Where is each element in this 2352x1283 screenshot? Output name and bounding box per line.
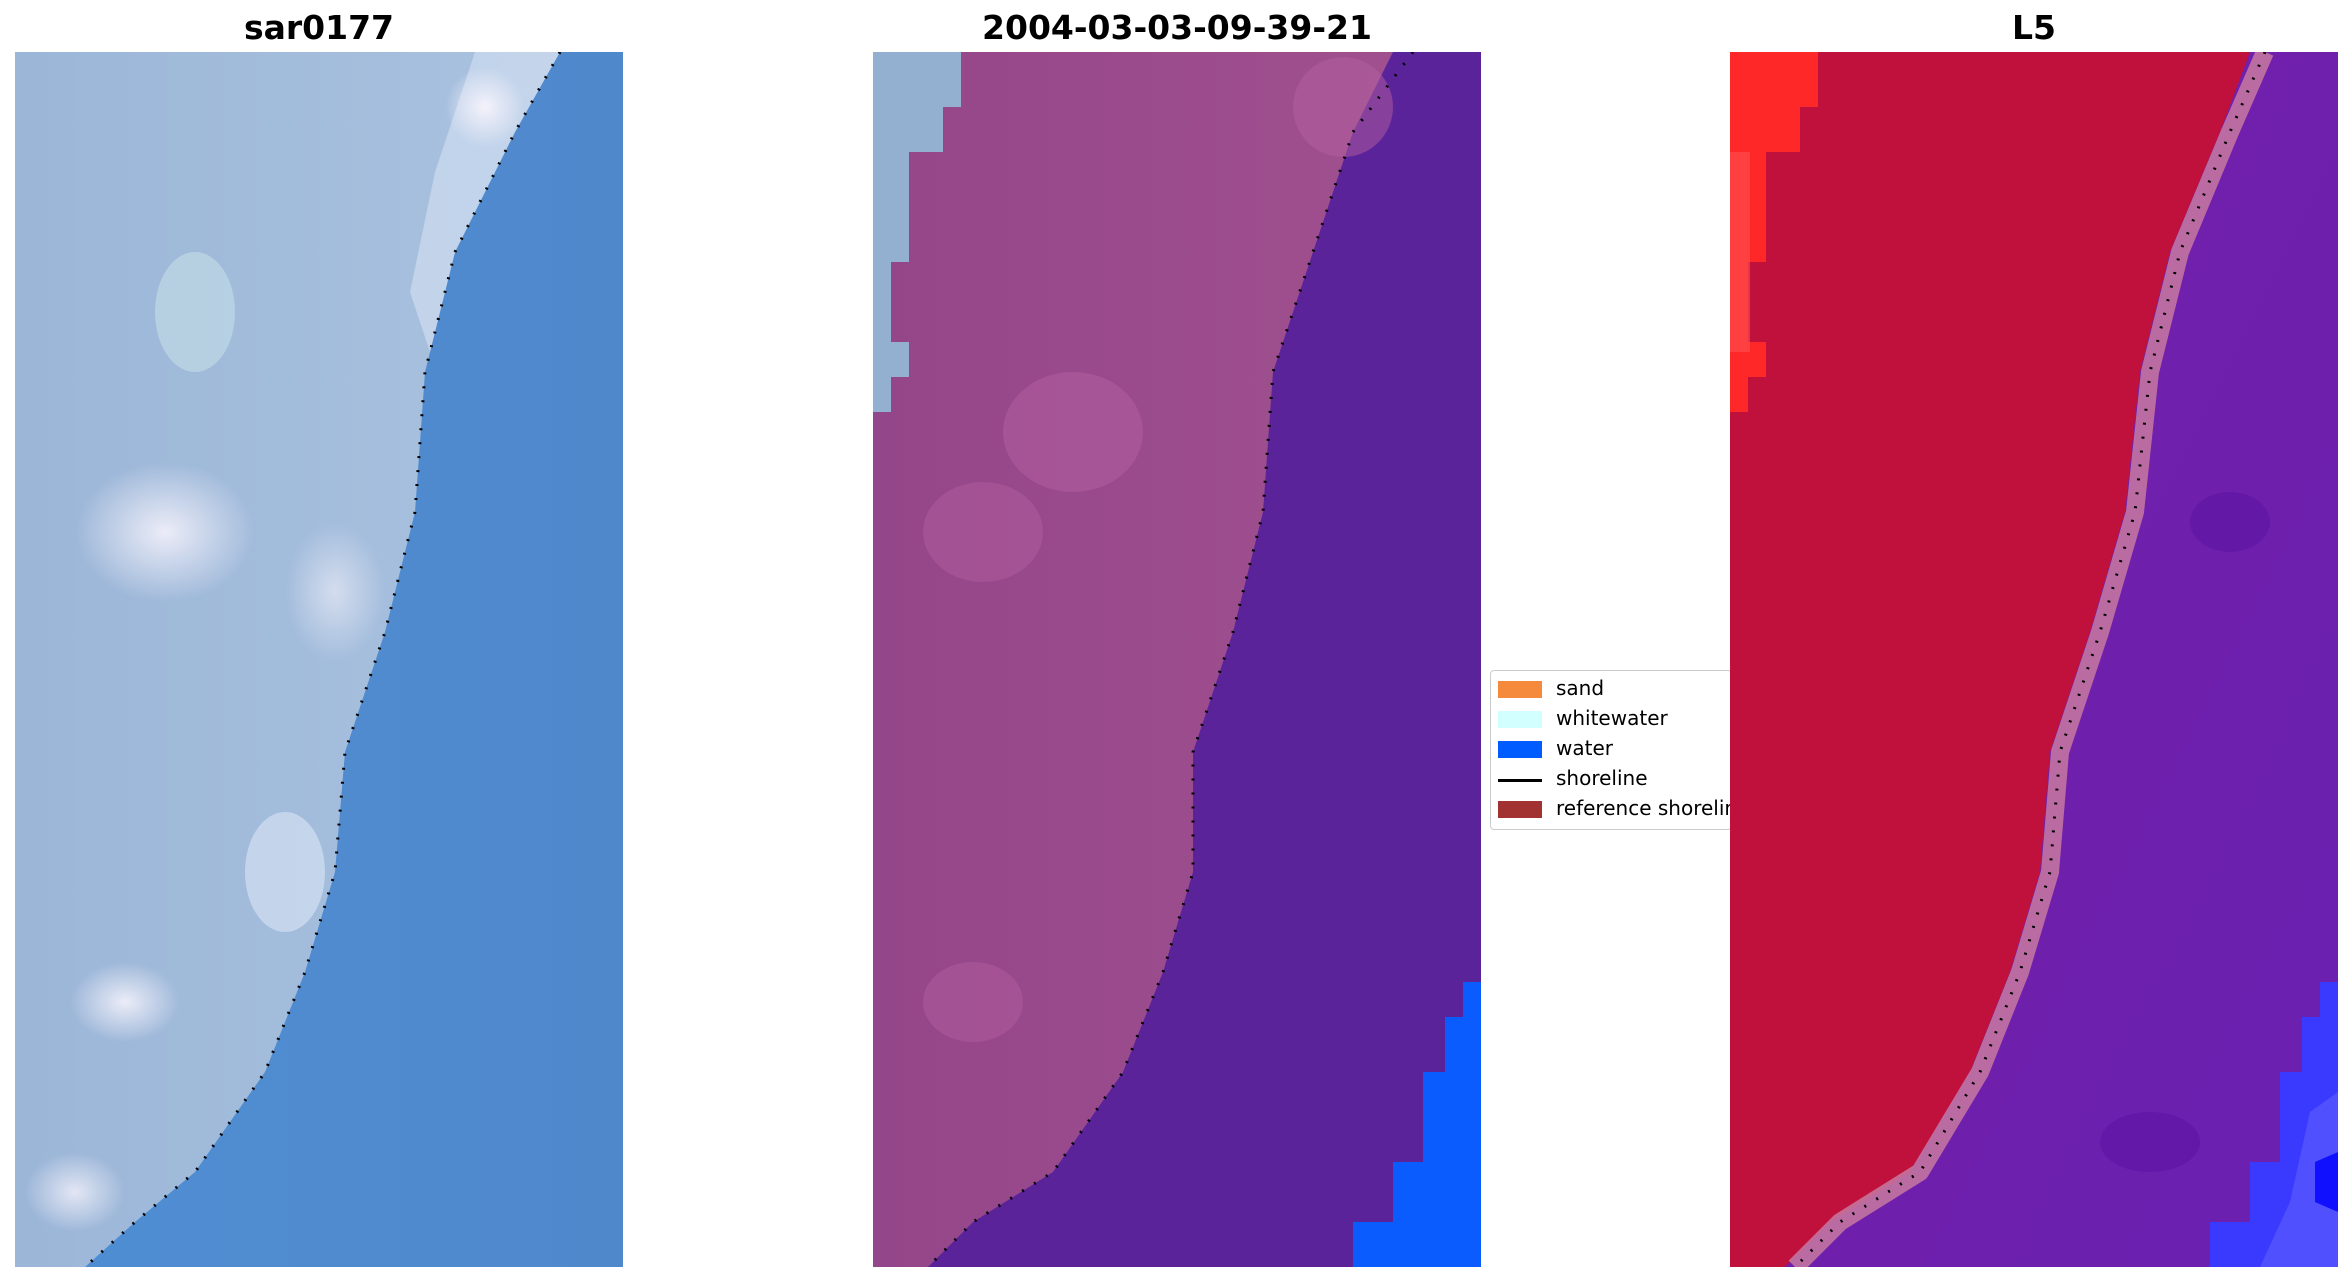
legend-label: shoreline [1556,766,1648,790]
rgb-image [15,52,623,1267]
sand-swatch [1498,681,1542,698]
shoreline-line [83,52,562,1267]
reference-shoreline-swatch [1498,801,1542,818]
legend-item-water: water [1491,733,1731,763]
index-image-panel [1730,52,2338,1267]
panel-title-mndwi: L5 [2012,8,2056,47]
shoreline-swatch [1498,779,1542,782]
rgb-image-panel [15,52,623,1267]
panel-title-classified: 2004-03-03-09-39-21 [982,8,1372,47]
legend-item-whitewater: whitewater [1491,703,1731,733]
legend-label: sand [1556,676,1605,700]
legend-item-sand: sand [1491,673,1731,703]
classified-image-panel [873,52,1481,1267]
index-image [1730,52,2338,1267]
legend-label: whitewater [1556,706,1668,730]
water-swatch [1498,741,1542,758]
shoreline-line [926,52,1415,1267]
legend-label: reference shoreline [1556,796,1732,820]
legend: sand whitewater water shoreline referenc… [1490,670,1732,830]
legend-item-reference-shoreline: reference shoreline [1491,793,1732,823]
legend-item-shoreline: shoreline [1491,763,1731,793]
legend-label: water [1556,736,1613,760]
classified-image [873,52,1481,1267]
panel-title-rgb: sar0177 [243,8,395,47]
whitewater-swatch [1498,711,1542,728]
